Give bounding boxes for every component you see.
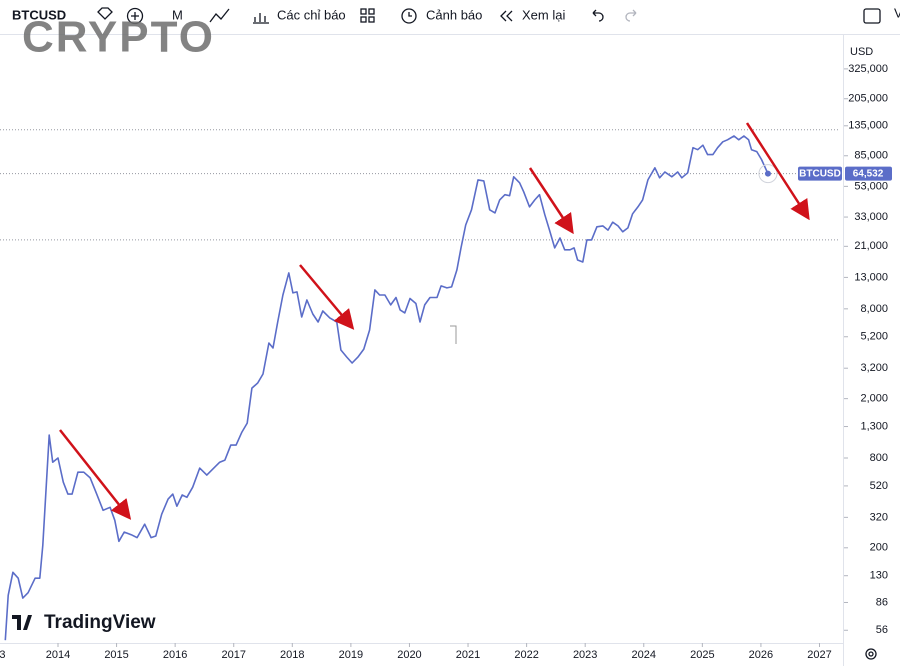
x-tick-label: 2024 bbox=[632, 649, 656, 661]
annotations bbox=[59, 122, 810, 520]
x-tick-label: 2017 bbox=[221, 649, 245, 661]
y-tick-label: 56 bbox=[876, 624, 888, 636]
trend-arrow bbox=[59, 429, 132, 520]
alerts-icon[interactable] bbox=[401, 8, 417, 24]
y-tick-label: 200 bbox=[870, 542, 888, 554]
x-tick-label: 2020 bbox=[397, 649, 421, 661]
price-label: 64,532 bbox=[853, 168, 884, 179]
indicators-icon[interactable] bbox=[253, 13, 269, 24]
y-tick-label: 5,200 bbox=[860, 331, 888, 343]
price-line-series bbox=[4, 135, 769, 641]
plot: 56 86 130 200 320 520 800 1,300 2,000 3,200 5,200 8… bbox=[0, 63, 892, 661]
x-tick-label: 2019 bbox=[339, 649, 363, 661]
x-tick-label: 2021 bbox=[456, 649, 480, 661]
undo-icon[interactable] bbox=[592, 9, 604, 22]
y-tick-label: 130 bbox=[870, 570, 888, 582]
cut-label: V bbox=[894, 5, 900, 20]
y-tick-label: 520 bbox=[870, 480, 888, 492]
replay-icon[interactable] bbox=[500, 10, 513, 22]
chart-type-icon[interactable] bbox=[209, 8, 230, 23]
trend-arrow bbox=[528, 167, 574, 235]
watermark: CRYPTO bbox=[22, 13, 215, 62]
x-tick-label: 2025 bbox=[690, 649, 714, 661]
y-tick-label: 2,000 bbox=[860, 393, 888, 405]
currency[interactable]: USD bbox=[850, 46, 873, 58]
y-tick-label: 33,000 bbox=[854, 211, 888, 223]
price-label-box bbox=[845, 166, 892, 181]
symbol[interactable]: BTCUSD bbox=[12, 7, 66, 22]
templates-icon[interactable] bbox=[360, 8, 375, 23]
alerts[interactable]: Cảnh báo bbox=[426, 7, 482, 22]
x-tick-label: 2014 bbox=[46, 649, 70, 661]
x-tick-label: 2022 bbox=[514, 649, 538, 661]
y-tick-label: 135,000 bbox=[848, 120, 888, 132]
toolbar bbox=[0, 0, 900, 34]
logo-text: TradingView bbox=[44, 612, 156, 633]
y-tick-label: 205,000 bbox=[848, 93, 888, 105]
fullscreen-icon[interactable] bbox=[863, 8, 881, 24]
add-symbol-icon[interactable] bbox=[126, 7, 144, 25]
trend-arrow bbox=[299, 264, 355, 330]
replay[interactable]: Xem lại bbox=[522, 7, 565, 22]
settings-icon[interactable] bbox=[865, 648, 877, 660]
y-tick-label: 320 bbox=[870, 511, 888, 523]
interval[interactable]: M bbox=[172, 7, 183, 22]
y-tick-label: 85,000 bbox=[854, 150, 888, 162]
x-tick-label: 2027 bbox=[807, 649, 831, 661]
y-tick-label: 8,000 bbox=[860, 303, 888, 315]
x-tick-label: 13 bbox=[0, 649, 6, 661]
cursor-glyph bbox=[450, 325, 457, 344]
y-tick-label: 86 bbox=[876, 596, 888, 608]
compare-icon[interactable] bbox=[97, 7, 113, 20]
x-tick-label: 2015 bbox=[104, 649, 128, 661]
last-point-halo bbox=[758, 164, 778, 184]
logo: TradingView bbox=[12, 612, 156, 633]
x-tick-label: 2016 bbox=[163, 649, 187, 661]
x-tick-label: 2023 bbox=[573, 649, 597, 661]
y-tick-label: 13,000 bbox=[854, 271, 888, 283]
x-tick-label: 2018 bbox=[280, 649, 304, 661]
trend-arrow bbox=[745, 122, 810, 221]
y-tick-label: 800 bbox=[870, 452, 888, 464]
y-tick-label: 1,300 bbox=[860, 420, 888, 432]
last-point bbox=[764, 170, 771, 177]
y-tick-label: 325,000 bbox=[848, 63, 888, 75]
redo-icon[interactable] bbox=[625, 9, 637, 22]
y-tick-label: 21,000 bbox=[854, 240, 888, 252]
series-name-box bbox=[798, 166, 842, 181]
indicators[interactable]: Các chỉ báo bbox=[277, 7, 346, 22]
series-name: BTCUSD bbox=[799, 168, 841, 179]
x-tick-label: 2026 bbox=[749, 649, 773, 661]
y-tick-label: 53,000 bbox=[854, 180, 888, 192]
y-tick-label: 3,200 bbox=[860, 362, 888, 374]
